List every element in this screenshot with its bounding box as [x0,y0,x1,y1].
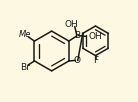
Text: Me: Me [19,30,31,39]
Text: OH: OH [89,32,103,41]
Text: Br: Br [20,63,30,72]
Text: B: B [75,31,81,40]
Text: OH: OH [65,20,78,29]
Text: O: O [73,56,80,65]
Text: F: F [93,56,98,65]
